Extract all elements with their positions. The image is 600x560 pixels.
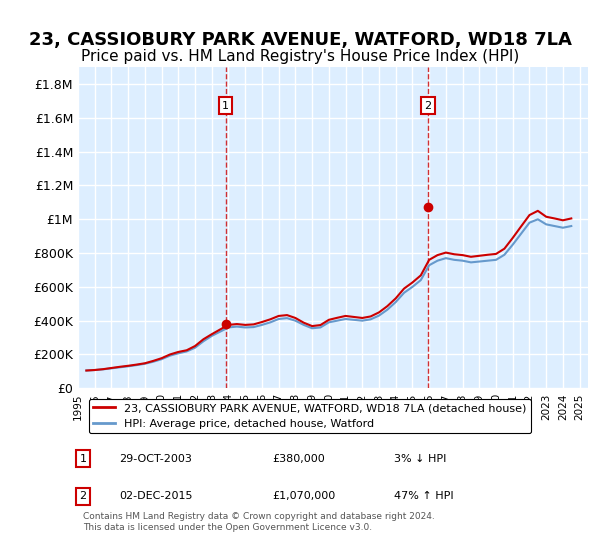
Text: 1: 1 [222,101,229,111]
Text: 3% ↓ HPI: 3% ↓ HPI [394,454,446,464]
Text: 02-DEC-2015: 02-DEC-2015 [119,492,193,501]
Text: 1: 1 [80,454,86,464]
Text: 2: 2 [424,101,431,111]
Legend: 23, CASSIOBURY PARK AVENUE, WATFORD, WD18 7LA (detached house), HPI: Average pri: 23, CASSIOBURY PARK AVENUE, WATFORD, WD1… [89,399,531,433]
Text: 47% ↑ HPI: 47% ↑ HPI [394,492,454,501]
Text: 2: 2 [80,492,86,501]
Text: 29-OCT-2003: 29-OCT-2003 [119,454,191,464]
Text: Price paid vs. HM Land Registry's House Price Index (HPI): Price paid vs. HM Land Registry's House … [81,49,519,64]
Text: Contains HM Land Registry data © Crown copyright and database right 2024.
This d: Contains HM Land Registry data © Crown c… [83,512,435,531]
Text: £1,070,000: £1,070,000 [272,492,335,501]
Text: £380,000: £380,000 [272,454,325,464]
Text: 23, CASSIOBURY PARK AVENUE, WATFORD, WD18 7LA: 23, CASSIOBURY PARK AVENUE, WATFORD, WD1… [29,31,571,49]
